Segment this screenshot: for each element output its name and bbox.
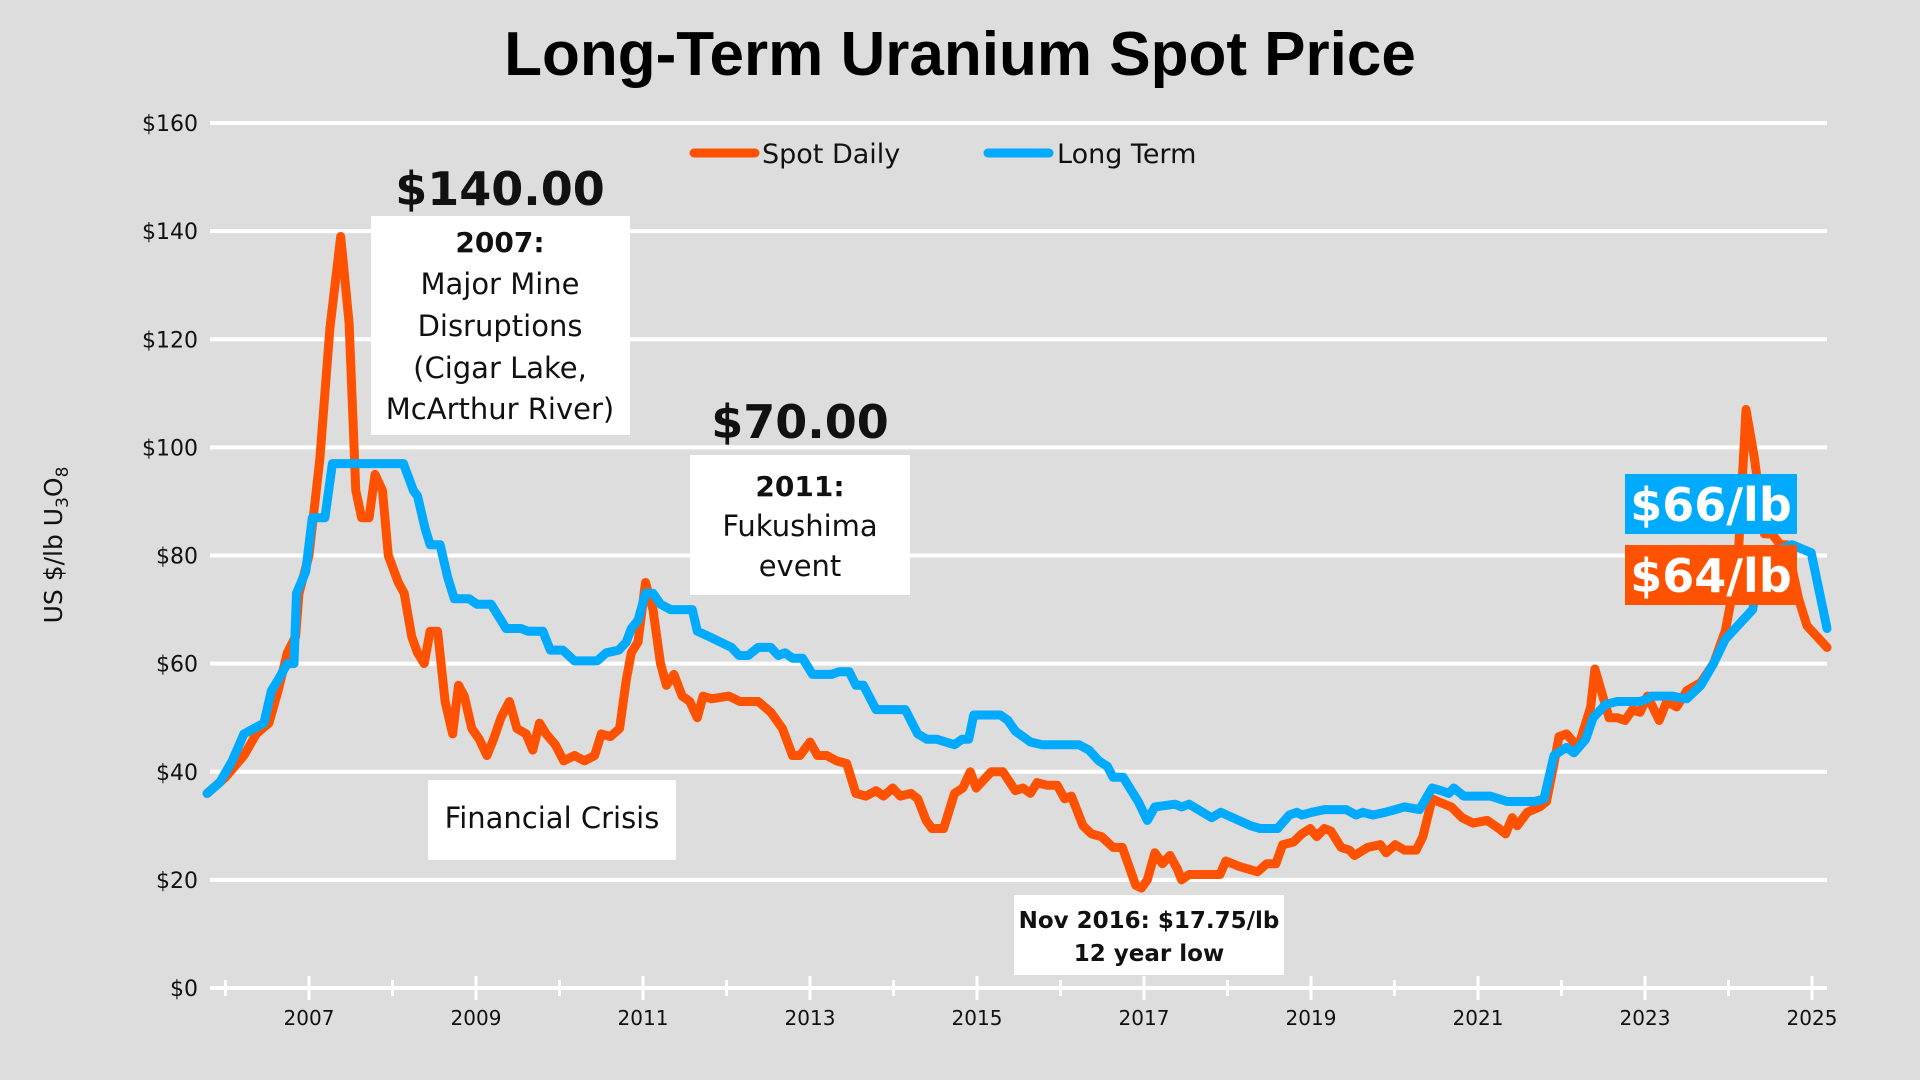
- legend-label-long-term: Long Term: [1057, 139, 1196, 170]
- annotation-title: 2007:: [455, 226, 544, 259]
- annotation-line: event: [759, 549, 842, 583]
- x-axis: 2007 2009 2011 2013 2015 2017 2019 2021 2023 2025: [224, 976, 1838, 1030]
- legend-label-spot-daily: Spot Daily: [762, 139, 900, 170]
- chart-title: Long-Term Uranium Spot Price: [504, 20, 1416, 89]
- annotation-line: (Cigar Lake,: [413, 351, 587, 385]
- annotation-box: [371, 216, 630, 435]
- y-tick-label: $0: [170, 977, 198, 1002]
- y-tick-label: $60: [156, 653, 198, 678]
- x-tick-label: 2007: [284, 1006, 335, 1030]
- end-label-spot-daily: $64/lb: [1625, 545, 1797, 605]
- annotation-line: Nov 2016: $17.75/lb: [1019, 908, 1280, 934]
- end-label-text: $66/lb: [1630, 478, 1792, 532]
- annotation-line: Major Mine: [420, 267, 579, 301]
- y-axis-ticks: $0 $20 $40 $60 $80 $100 $120 $140 $160: [142, 112, 198, 1002]
- y-tick-label: $160: [142, 112, 198, 137]
- annotation-fukushima-2011: $70.00 2011: Fukushima event: [690, 395, 910, 595]
- end-label-long-term: $66/lb: [1625, 474, 1797, 534]
- annotation-line: McArthur River): [386, 392, 614, 426]
- y-tick-label: $20: [156, 869, 198, 894]
- end-label-box: [1625, 474, 1797, 534]
- y-tick-label: $80: [156, 545, 198, 570]
- x-tick-label: 2009: [451, 1006, 502, 1030]
- y-axis-label-main: US $/lb U: [39, 508, 68, 624]
- series-line-spot-daily: [202, 232, 1832, 893]
- x-tick-label: 2021: [1453, 1006, 1504, 1030]
- y-tick-label: $140: [142, 220, 198, 245]
- legend: Spot Daily Long Term: [689, 139, 1196, 170]
- x-tick-label: 2013: [785, 1006, 836, 1030]
- annotation-text: Financial Crisis: [445, 801, 660, 835]
- annotation-title: 2011:: [755, 470, 844, 503]
- annotation-box: [1014, 895, 1284, 975]
- annotation-line: 12 year low: [1074, 941, 1224, 967]
- x-tick-label: 2023: [1620, 1006, 1671, 1030]
- annotation-line: Disruptions: [418, 309, 583, 343]
- y-tick-label: $100: [142, 436, 198, 461]
- y-tick-label: $120: [142, 328, 198, 353]
- end-label-box: [1625, 545, 1797, 605]
- y-axis-label-mid: O: [39, 477, 68, 497]
- annotation-value: $140.00: [395, 162, 605, 216]
- annotation-financial-crisis: Financial Crisis: [428, 780, 676, 860]
- annotation-value: $70.00: [711, 395, 889, 449]
- series-lines: [202, 232, 1832, 893]
- annotation-box: [428, 780, 676, 860]
- x-tick-label: 2019: [1286, 1006, 1337, 1030]
- annotation-box: [690, 455, 910, 595]
- y-axis-label: US $/lb U3O8: [39, 467, 73, 624]
- x-tick-label: 2017: [1119, 1006, 1170, 1030]
- annotation-peak-2007: $140.00 2007: Major Mine Disruptions (Ci…: [371, 162, 630, 435]
- x-tick-label: 2025: [1787, 1006, 1838, 1030]
- end-label-text: $64/lb: [1630, 549, 1792, 603]
- x-tick-label: 2011: [618, 1006, 669, 1030]
- y-axis-label-sub1: 3: [53, 497, 73, 508]
- series-line-long-term: [202, 459, 1832, 833]
- annotation-low-2016: Nov 2016: $17.75/lb 12 year low: [1014, 895, 1284, 975]
- x-tick-label: 2015: [952, 1006, 1003, 1030]
- y-axis-label-sub2: 8: [53, 467, 73, 478]
- annotation-line: Fukushima: [722, 509, 877, 543]
- y-tick-label: $40: [156, 761, 198, 786]
